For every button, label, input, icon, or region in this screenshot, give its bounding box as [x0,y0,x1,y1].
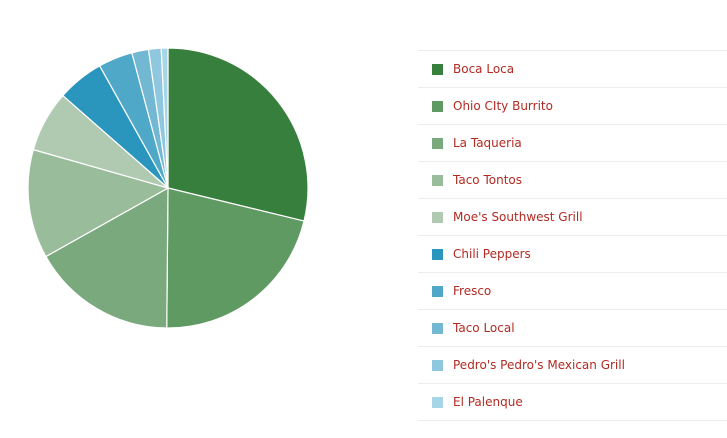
pie-chart [27,47,309,329]
legend-swatch [432,285,443,297]
legend-label[interactable]: Fresco [453,284,492,298]
legend-item[interactable]: Taco Tontos [418,162,727,199]
legend: Boca Loca Ohio CIty Burrito La Taqueria Tac… [418,50,727,421]
legend-item[interactable]: Pedro's Pedro's Mexican Grill [418,347,727,384]
legend-label[interactable]: Chili Peppers [453,247,531,261]
legend-label[interactable]: Taco Tontos [453,173,522,187]
legend-item[interactable]: La Taqueria [418,125,727,162]
legend-swatch [432,248,443,260]
legend-swatch [432,322,443,334]
legend-item[interactable]: El Palenque [418,384,727,421]
legend-label[interactable]: Pedro's Pedro's Mexican Grill [453,358,625,372]
legend-label[interactable]: La Taqueria [453,136,522,150]
legend-label[interactable]: Ohio CIty Burrito [453,99,553,113]
legend-swatch [432,174,443,186]
legend-swatch [432,63,443,75]
legend-swatch [432,100,443,112]
legend-label[interactable]: Boca Loca [453,62,515,76]
legend-swatch [432,211,443,223]
legend-item[interactable]: Taco Local [418,310,727,347]
pie-slice-3[interactable] [27,149,169,258]
pie-slice-2[interactable] [45,187,169,329]
pie-slice-0[interactable] [167,47,309,222]
legend-swatch [432,396,443,408]
legend-label[interactable]: Taco Local [453,321,515,335]
pie-slice-1[interactable] [166,187,305,329]
legend-item[interactable]: Chili Peppers [418,236,727,273]
pie-slice-9[interactable] [160,47,169,189]
legend-label[interactable]: Moe's Southwest Grill [453,210,583,224]
legend-label[interactable]: El Palenque [453,395,523,409]
legend-item[interactable]: Fresco [418,273,727,310]
legend-swatch [432,359,443,371]
legend-item[interactable]: Boca Loca [418,51,727,88]
legend-item[interactable]: Ohio CIty Burrito [418,88,727,125]
legend-item[interactable]: Moe's Southwest Grill [418,199,727,236]
legend-swatch [432,137,443,149]
